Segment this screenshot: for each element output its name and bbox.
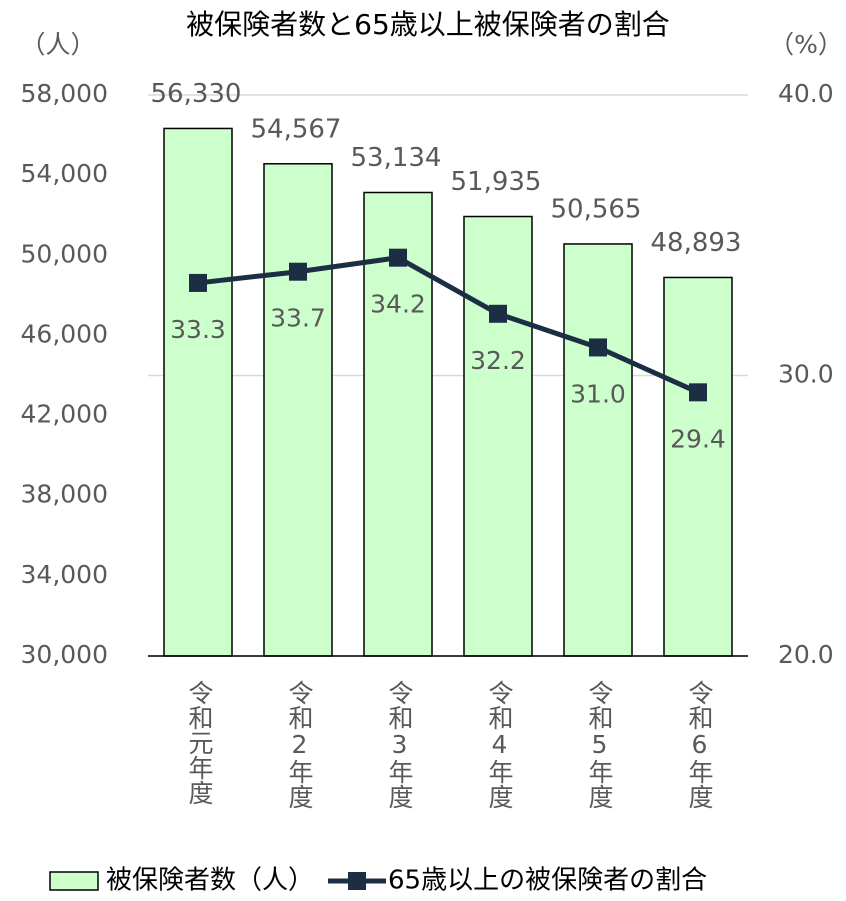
y-axis-label: （人） xyxy=(20,30,95,59)
line-value-label: 31.0 xyxy=(570,379,626,408)
bar-value-label: 50,565 xyxy=(551,194,642,224)
line-value-label: 34.2 xyxy=(370,290,426,319)
y-tick-label: 54,000 xyxy=(21,159,108,188)
line-value-label: 33.3 xyxy=(170,315,226,344)
chart-title: 被保険者数と65歳以上被保険者の割合 xyxy=(186,8,670,41)
y-tick-label: 46,000 xyxy=(21,319,108,348)
y2-axis-label: （%） xyxy=(769,30,843,59)
legend-swatch xyxy=(348,872,367,890)
line-marker xyxy=(689,383,707,402)
y2-tick-label: 30.0 xyxy=(778,360,834,389)
y2-tick-label: 20.0 xyxy=(778,640,834,669)
legend-label: 65歳以上の被保険者の割合 xyxy=(388,866,707,896)
x-tick-label: 令和2年度 xyxy=(285,680,314,809)
legend-label: 被保険者数（人） xyxy=(106,866,314,896)
legend-swatch xyxy=(49,871,99,891)
line-marker xyxy=(189,273,207,292)
bar-value-label: 51,935 xyxy=(451,167,542,197)
bar-value-label: 53,134 xyxy=(351,143,442,173)
line-marker xyxy=(489,304,507,323)
x-tick-label: 令和元年度 xyxy=(185,680,214,805)
bar xyxy=(563,243,633,657)
bar-value-label: 48,893 xyxy=(651,228,742,258)
x-tick-label: 令和3年度 xyxy=(385,680,414,809)
line-value-label: 29.4 xyxy=(670,424,726,453)
line-value-label: 33.7 xyxy=(270,304,326,333)
y-tick-label: 34,000 xyxy=(21,560,108,589)
y-tick-label: 30,000 xyxy=(21,640,108,669)
bar xyxy=(663,276,733,657)
line-marker xyxy=(589,338,607,357)
bar-value-label: 56,330 xyxy=(151,79,242,109)
x-tick-label: 令和4年度 xyxy=(485,680,514,809)
line xyxy=(197,255,700,395)
line-value-label: 32.2 xyxy=(470,346,526,375)
y-tick-label: 58,000 xyxy=(21,79,108,108)
line-marker xyxy=(389,248,407,267)
bar xyxy=(463,215,533,657)
x-tick-label: 令和5年度 xyxy=(585,680,614,809)
line-marker xyxy=(289,262,307,281)
bar xyxy=(263,163,333,657)
x-tick-label: 令和6年度 xyxy=(685,680,714,809)
bar xyxy=(163,127,233,657)
y-tick-label: 38,000 xyxy=(21,480,108,509)
bar-value-label: 54,567 xyxy=(251,114,342,144)
y-tick-label: 42,000 xyxy=(21,400,108,429)
y-tick-label: 50,000 xyxy=(21,239,108,268)
y2-tick-label: 40.0 xyxy=(778,79,834,108)
